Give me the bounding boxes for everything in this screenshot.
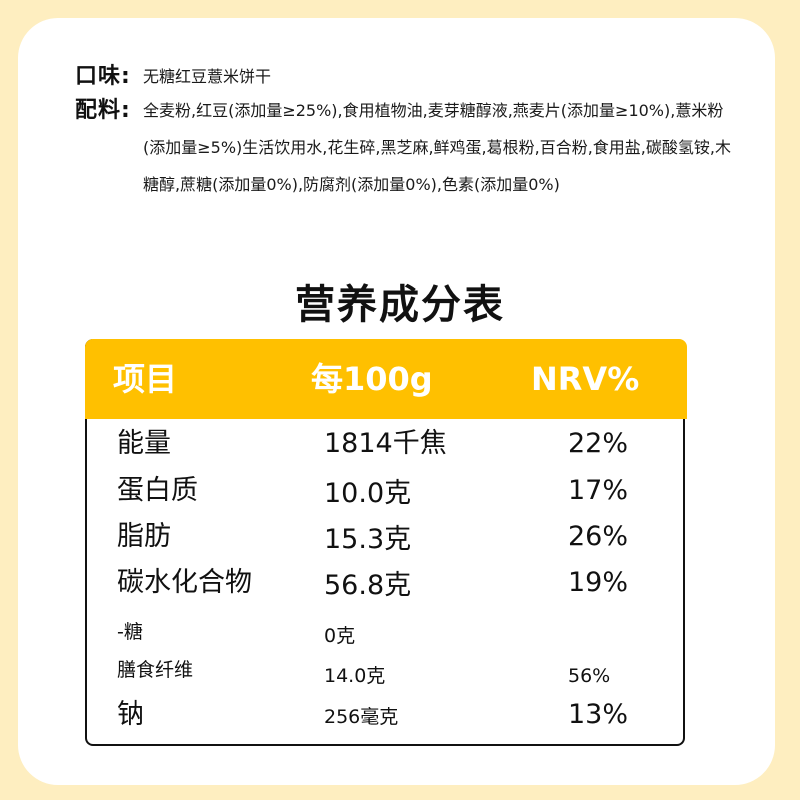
header-nrv: NRV% — [531, 360, 640, 398]
row-per-100g: 1814千焦 — [324, 428, 447, 459]
row-item: 碳水化合物 — [117, 567, 252, 598]
row-nrv: 26% — [568, 521, 629, 552]
row-nrv: 56% — [568, 665, 611, 687]
row-item: 能量 — [117, 428, 171, 459]
row-nrv: 17% — [568, 475, 629, 506]
table-header: 项目 每100g NRV% — [85, 339, 687, 419]
row-nrv: 22% — [568, 428, 629, 459]
ingredients-label: 配料: — [75, 98, 131, 123]
row-per-100g: 15.3克 — [324, 524, 412, 555]
row-nrv: 13% — [568, 699, 629, 730]
row-per-100g: 256毫克 — [324, 706, 399, 728]
row-item: 脂肪 — [117, 521, 171, 552]
row-nrv: 19% — [568, 567, 629, 598]
row-item: -糖 — [117, 621, 143, 643]
ingredients-value: 全麦粉,红豆(添加量≥25%),食用植物油,麦芽糖醇液,燕麦片(添加量≥10%)… — [143, 101, 731, 194]
ingredients-row: 配料: 全麦粉,红豆(添加量≥25%),食用植物油,麦芽糖醇液,燕麦片(添加量≥… — [75, 98, 743, 203]
nutrition-table: 项目 每100g NRV% 能量 1814千焦 22% 蛋白质 10.0克 17… — [85, 339, 687, 746]
row-item: 蛋白质 — [117, 475, 198, 506]
row-per-100g: 14.0克 — [324, 665, 386, 687]
row-per-100g: 10.0克 — [324, 478, 412, 509]
flavor-label: 口味: — [75, 64, 131, 89]
flavor-row: 口味: 无糖红豆薏米饼干 — [75, 64, 271, 90]
flavor-value: 无糖红豆薏米饼干 — [143, 67, 272, 86]
row-item: 膳食纤维 — [117, 659, 194, 681]
header-per-100g: 每100g — [311, 360, 433, 398]
nutrition-title: 营养成分表 — [295, 282, 505, 328]
row-per-100g: 0克 — [324, 625, 356, 647]
row-item: 钠 — [117, 699, 144, 730]
row-per-100g: 56.8克 — [324, 570, 412, 601]
header-item: 项目 — [113, 360, 178, 398]
